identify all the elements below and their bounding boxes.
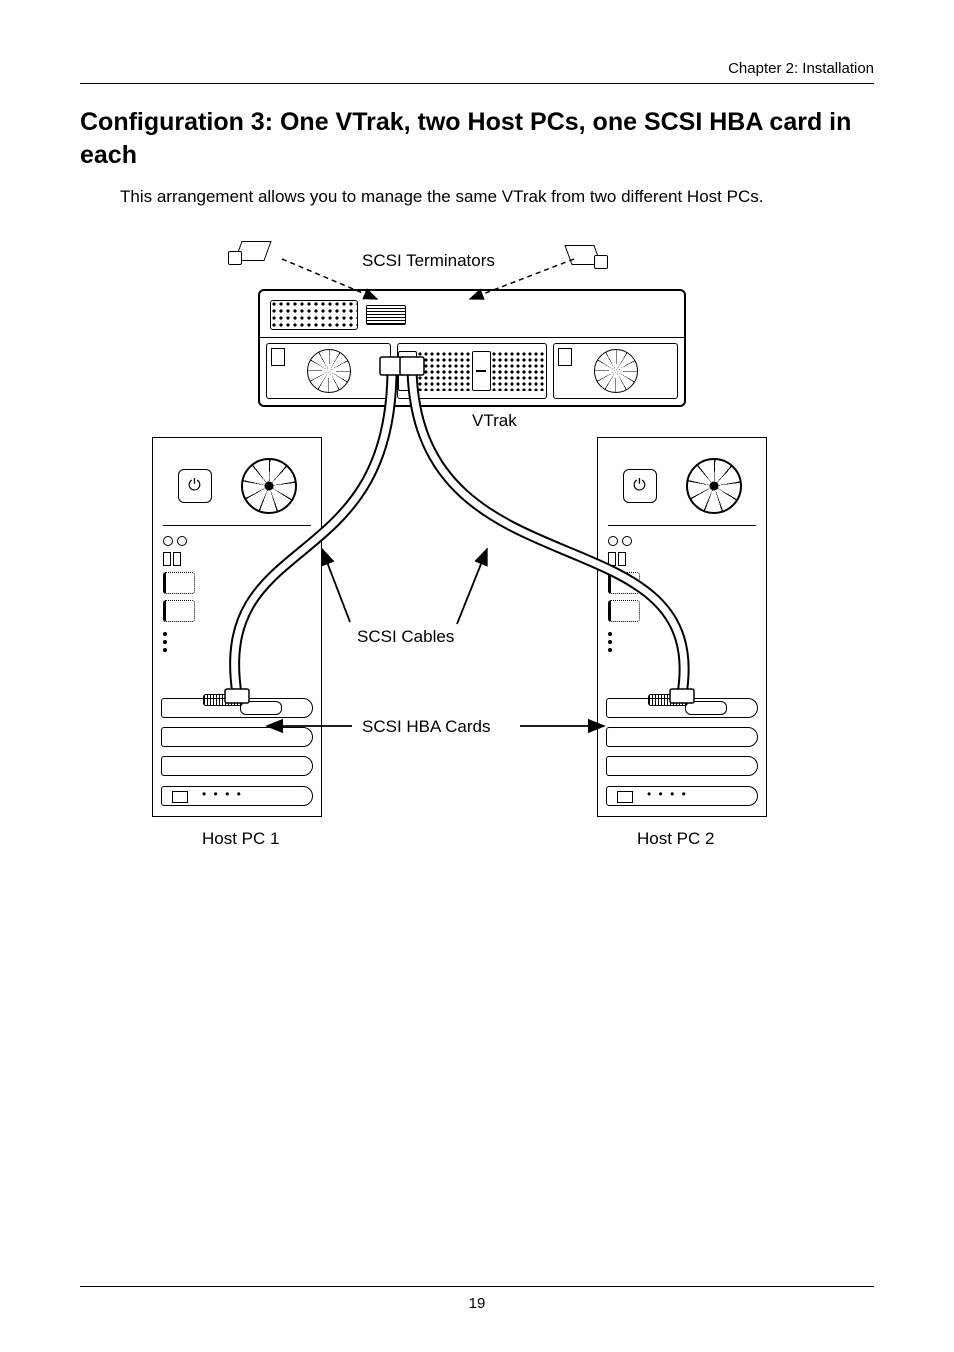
fan-icon bbox=[241, 458, 297, 514]
scsi-terminator-right bbox=[562, 241, 606, 275]
host-pc-1: ⏻ bbox=[152, 437, 322, 817]
scsi-config-diagram: ⏻ bbox=[152, 229, 802, 869]
scsi-port-2 bbox=[472, 351, 491, 391]
io-panel bbox=[608, 536, 646, 696]
label-host2: Host PC 2 bbox=[637, 829, 714, 849]
fan-icon bbox=[686, 458, 742, 514]
label-cables: SCSI Cables bbox=[357, 627, 454, 647]
scsi-port-1 bbox=[398, 351, 417, 391]
io-panel bbox=[163, 536, 201, 696]
label-vtrak: VTrak bbox=[472, 411, 517, 431]
cable-arrow-right bbox=[457, 549, 487, 624]
power-socket-icon: ⏻ bbox=[178, 469, 212, 503]
expansion-slots bbox=[606, 698, 758, 806]
label-hba: SCSI HBA Cards bbox=[362, 717, 491, 737]
chapter-header: Chapter 2: Installation bbox=[80, 60, 874, 84]
section-intro: This arrangement allows you to manage th… bbox=[120, 185, 874, 209]
psu-left bbox=[266, 343, 391, 399]
section-title: Configuration 3: One VTrak, two Host PCs… bbox=[80, 106, 874, 171]
host-pc-2: ⏻ bbox=[597, 437, 767, 817]
page-number: 19 bbox=[80, 1286, 874, 1312]
controller-module bbox=[397, 343, 547, 399]
power-socket-icon: ⏻ bbox=[623, 469, 657, 503]
hba-card-slot bbox=[161, 698, 313, 718]
expansion-slots bbox=[161, 698, 313, 806]
label-host1: Host PC 1 bbox=[202, 829, 279, 849]
diagram-container: ⏻ bbox=[80, 229, 874, 869]
scsi-terminator-left bbox=[230, 237, 274, 271]
cable-arrow-left bbox=[322, 549, 350, 622]
label-terminators: SCSI Terminators bbox=[362, 251, 495, 271]
psu-right bbox=[553, 343, 678, 399]
vtrak-rack-unit bbox=[258, 289, 686, 407]
hba-card-slot bbox=[606, 698, 758, 718]
